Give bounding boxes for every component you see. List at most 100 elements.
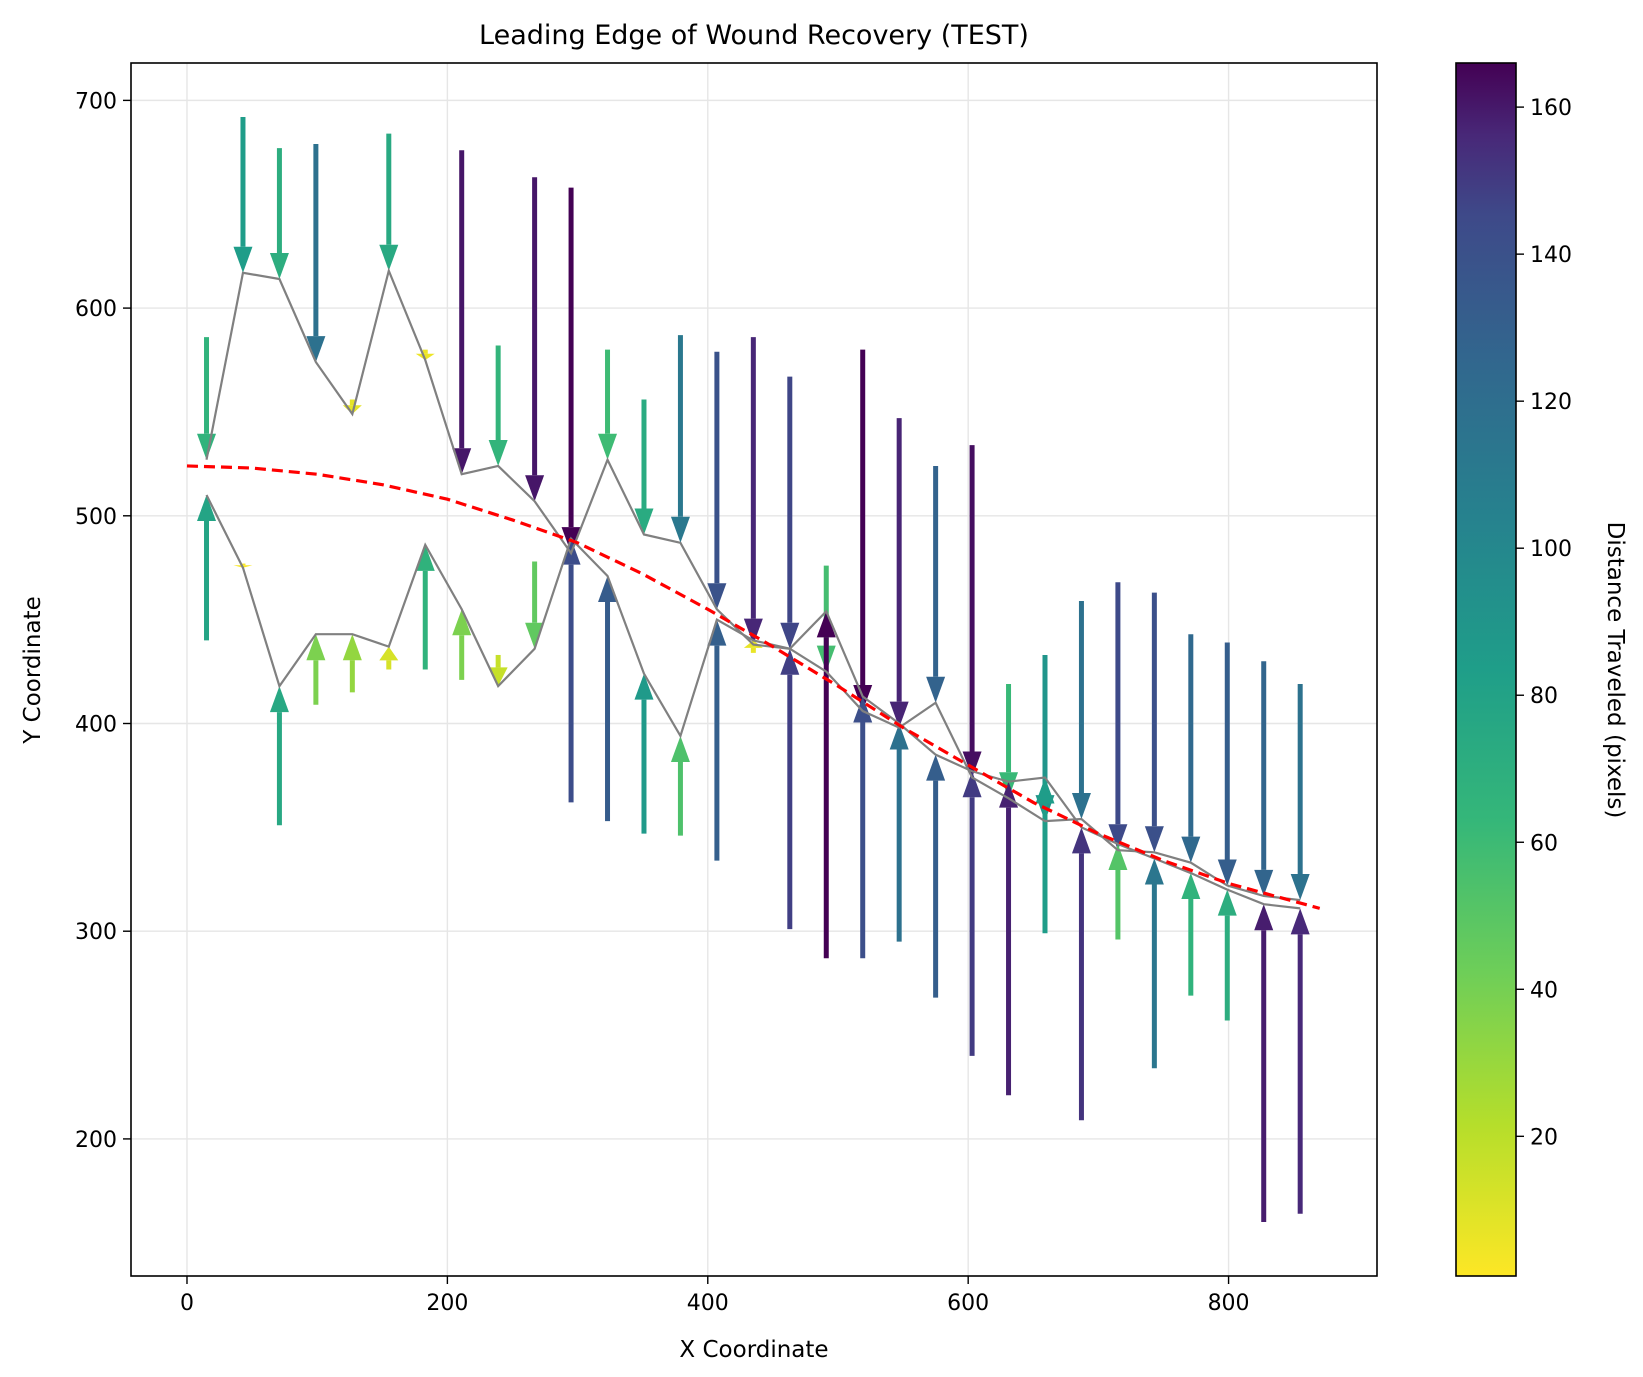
displacement-arrow — [1144, 592, 1164, 853]
displacement-arrow — [598, 576, 618, 822]
displacement-arrow — [379, 133, 399, 271]
displacement-arrow — [598, 349, 618, 460]
top-edge-line — [205, 267, 1301, 902]
displacement-arrow — [743, 337, 763, 645]
displacement-arrow — [379, 646, 399, 670]
displacement-arrow — [415, 349, 435, 361]
colorbar-tick-label: 20 — [1530, 1125, 1558, 1150]
arrow-head — [780, 648, 800, 675]
arrow-head — [525, 622, 545, 649]
arrow-head — [1290, 908, 1310, 935]
arrow-head — [488, 439, 508, 466]
displacement-arrow — [415, 544, 435, 670]
displacement-arrow — [452, 609, 472, 680]
displacement-arrow — [1035, 777, 1055, 934]
displacement-arrow — [962, 771, 982, 1056]
arrow-head — [780, 622, 800, 649]
chart-title: Leading Edge of Wound Recovery (TEST) — [479, 20, 1029, 51]
displacement-arrow — [452, 150, 472, 475]
arrow-head — [1071, 793, 1091, 820]
displacement-arrow — [488, 345, 508, 466]
displacement-arrow — [707, 351, 727, 610]
arrow-head — [1144, 826, 1164, 853]
y-tick-label: 600 — [75, 297, 117, 322]
x-axis-ticks: 0 200 400 600 800 — [180, 1276, 1250, 1316]
arrow-head — [415, 544, 435, 571]
displacement-arrow — [488, 654, 508, 687]
displacement-arrow — [1217, 642, 1237, 886]
arrow-head — [306, 336, 326, 363]
arrow-head — [488, 667, 508, 687]
colorbar-tick-label: 140 — [1530, 243, 1572, 268]
displacement-arrow — [269, 148, 289, 280]
arrow-head — [634, 673, 654, 700]
arrow-head — [707, 583, 727, 610]
arrow-head — [634, 508, 654, 535]
arrow-head — [525, 475, 545, 502]
arrow-head — [1181, 836, 1201, 863]
colorbar-ticks: 20 40 60 80 100 120 140 160 — [1516, 96, 1572, 1150]
arrow-head — [1254, 904, 1274, 931]
arrow-head — [233, 246, 253, 273]
arrow-head — [962, 751, 982, 778]
arrow-head — [598, 576, 618, 603]
arrow-head — [1108, 843, 1128, 870]
plot-frame — [130, 62, 1378, 1277]
displacement-arrow — [670, 335, 690, 543]
arrow-head — [1181, 873, 1201, 900]
arrow-head — [342, 634, 362, 661]
arrow-head — [707, 619, 727, 646]
fit-line — [186, 464, 1321, 910]
arrow-head — [197, 495, 217, 522]
colorbar-tick-label: 60 — [1530, 831, 1558, 856]
displacement-arrow — [342, 634, 362, 693]
y-tick-label: 700 — [75, 89, 117, 114]
displacement-arrow — [1290, 684, 1310, 901]
displacement-arrow — [197, 495, 217, 641]
arrow-head — [379, 646, 399, 661]
arrow-head — [379, 244, 399, 271]
displacement-arrow — [926, 465, 946, 703]
arrow-head — [1217, 859, 1237, 886]
displacement-arrow — [1290, 908, 1310, 1214]
displacement-arrow — [670, 735, 690, 836]
colorbar-label: Distance Traveled (pixels) — [1602, 522, 1628, 819]
displacement-arrow — [525, 177, 545, 502]
displacement-arrow — [525, 561, 545, 649]
displacement-arrow — [780, 648, 800, 930]
displacement-arrow — [197, 337, 217, 460]
x-tick-label: 200 — [426, 1291, 468, 1316]
displacement-arrow — [1254, 904, 1274, 1222]
displacement-arrow — [561, 187, 581, 554]
arrow-head — [415, 353, 435, 361]
x-tick-label: 600 — [947, 1291, 989, 1316]
colorbar-tick-label: 160 — [1530, 96, 1572, 121]
displacement-arrow — [306, 634, 326, 705]
arrow-head — [670, 516, 690, 543]
displacement-arrow — [707, 619, 727, 861]
arrow-head — [962, 771, 982, 798]
displacement-arrow — [999, 781, 1019, 1096]
displacement-arrow — [269, 686, 289, 826]
y-tick-label: 400 — [75, 713, 117, 738]
y-axis-label: Y Coordinate — [20, 596, 46, 744]
arrow-head — [889, 723, 909, 750]
displacement-arrow — [634, 399, 654, 535]
arrow-head — [1071, 827, 1091, 854]
displacement-arrow — [889, 418, 909, 728]
displacement-arrow — [962, 445, 982, 778]
displacement-arrow — [853, 696, 873, 959]
arrow-head — [269, 686, 289, 713]
arrow-head — [452, 448, 472, 475]
arrow-head — [1144, 858, 1164, 885]
y-tick-label: 500 — [75, 505, 117, 530]
displacement-arrow — [1144, 858, 1164, 1069]
colorbar-tick-label: 40 — [1530, 978, 1558, 1003]
displacement-arrow — [1181, 634, 1201, 863]
arrow-head — [743, 618, 763, 645]
arrow-head — [670, 735, 690, 762]
y-tick-label: 200 — [75, 1128, 117, 1153]
y-axis-ticks: 200 300 400 500 600 700 — [75, 89, 131, 1153]
displacement-arrow — [561, 538, 581, 803]
